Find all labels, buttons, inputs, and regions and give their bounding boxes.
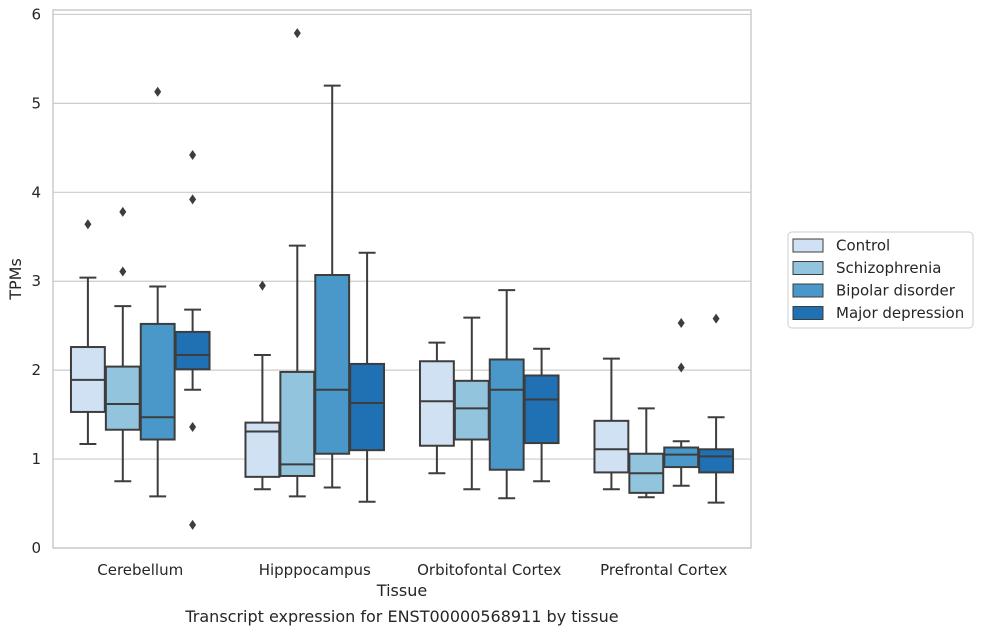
x-tick-label: Cerebellum (97, 561, 183, 579)
box-body (174, 330, 211, 371)
outlier-point (189, 149, 197, 160)
box-cerebellum-control (69, 219, 106, 445)
box-hipppocampus-bipolar-disorder (314, 84, 351, 489)
chart-caption: Transcript expression for ENST0000056891… (184, 607, 618, 626)
x-axis-ticks: Cerebellum Hipppocampus Orbitofontal Corte… (97, 561, 727, 579)
box-body (349, 362, 386, 452)
x-tick-label: Orbitofontal Cortex (417, 561, 561, 579)
y-tick-label: 3 (31, 272, 41, 290)
legend-label: Schizophrenia (836, 259, 941, 277)
legend: Control Schizophrenia Bipolar disorder Majo… (787, 231, 974, 329)
y-tick-label: 4 (31, 183, 41, 201)
box-prefrontal-cortex-control (593, 357, 630, 491)
box-body (279, 370, 316, 477)
legend-swatch (792, 261, 824, 275)
box-body (453, 379, 490, 441)
box-cerebellum-bipolar-disorder (139, 86, 176, 498)
x-tick-label: Prefrontal Cortex (600, 561, 727, 579)
box-orbitofontal-cortex-bipolar-disorder (488, 289, 525, 500)
outlier-point (119, 206, 127, 217)
box-prefrontal-cortex-bipolar-disorder (663, 318, 700, 487)
outlier-point (154, 86, 162, 97)
box-hipppocampus-schizophrenia (279, 28, 316, 498)
y-tick-label: 0 (31, 539, 41, 557)
box-body (663, 446, 700, 469)
legend-frame (787, 231, 974, 329)
legend-swatch (792, 238, 824, 253)
legend-swatch (792, 283, 824, 298)
outlier-point (258, 280, 266, 291)
outlier-point (119, 266, 127, 277)
legend-item: Major depression (792, 304, 964, 322)
y-tick-label: 2 (31, 361, 41, 379)
box-cerebellum-major-depression (174, 149, 211, 530)
box-body (488, 358, 525, 471)
box-cerebellum-schizophrenia (104, 206, 141, 483)
x-axis-label: Tissue (376, 581, 427, 600)
box-prefrontal-cortex-schizophrenia (628, 407, 665, 499)
legend-item: Bipolar disorder (792, 282, 956, 300)
box-body (593, 419, 630, 474)
y-tick-label: 5 (31, 94, 41, 112)
outlier-point (293, 28, 301, 39)
box-hipppocampus-control (244, 280, 281, 491)
outlier-point (677, 362, 685, 373)
box-body (523, 374, 560, 445)
y-axis-label: TPMs (6, 258, 25, 301)
outlier-point (189, 422, 197, 433)
box-body (104, 365, 141, 431)
outlier-point (84, 219, 92, 230)
boxes (69, 28, 735, 530)
legend-swatch (792, 306, 824, 320)
legend-label: Major depression (836, 304, 964, 322)
legend-item: Control (792, 237, 890, 255)
box-body (418, 360, 455, 447)
outlier-point (189, 194, 197, 205)
box-prefrontal-cortex-major-depression (698, 313, 735, 504)
y-tick-label: 1 (31, 450, 41, 468)
box-orbitofontal-cortex-major-depression (523, 347, 560, 483)
legend-item: Schizophrenia (792, 259, 941, 277)
box-hipppocampus-major-depression (349, 251, 386, 503)
legend-label: Control (836, 237, 890, 255)
box-body (698, 448, 735, 474)
outlier-point (677, 318, 685, 329)
box-body (139, 322, 176, 441)
y-axis-ticks: 0 1 2 3 4 5 6 (31, 5, 41, 557)
y-tick-label: 6 (31, 5, 41, 23)
outlier-point (712, 313, 720, 324)
box-body (314, 273, 351, 455)
legend-label: Bipolar disorder (836, 282, 956, 300)
x-tick-label: Hipppocampus (259, 561, 371, 579)
box-orbitofontal-cortex-control (418, 341, 455, 475)
box-orbitofontal-cortex-schizophrenia (453, 316, 490, 491)
plot-frame (52, 9, 752, 549)
outlier-point (189, 519, 197, 530)
